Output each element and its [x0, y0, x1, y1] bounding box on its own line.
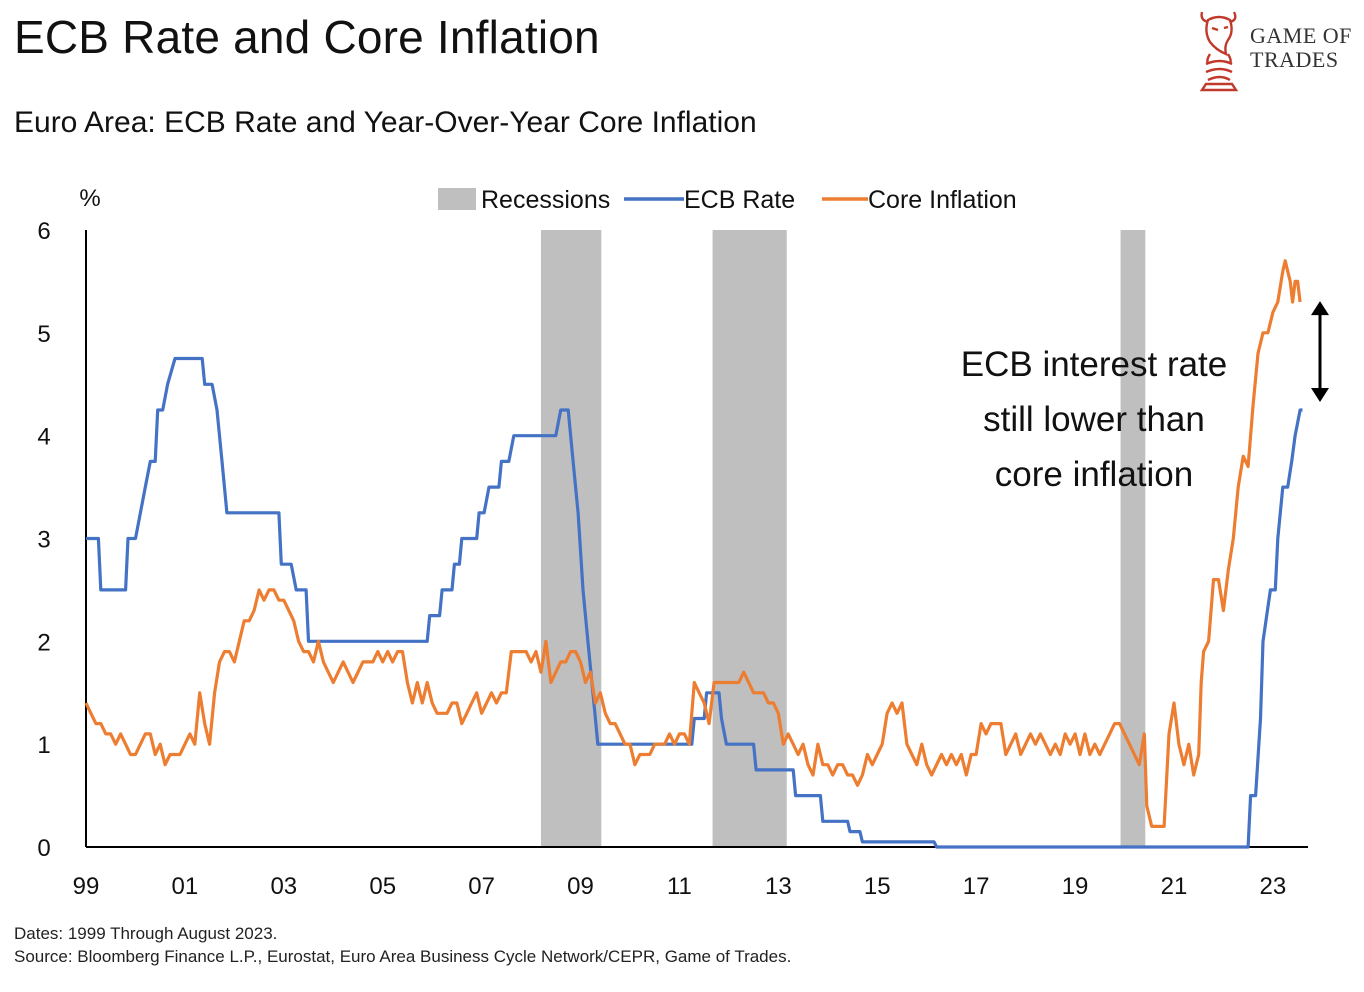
arrow-down-icon [1311, 387, 1329, 402]
legend: Recessions ECB Rate Core Inflation [438, 186, 1017, 214]
y-tick-label: 6 [37, 218, 50, 245]
footer-source: Source: Bloomberg Finance L.P., Eurostat… [14, 947, 792, 966]
annotation-text-line: still lower than [983, 400, 1205, 439]
x-tick-label: 21 [1161, 873, 1188, 900]
y-tick-labels: 0 1 2 3 4 5 6 [37, 218, 50, 862]
legend-label-recessions: Recessions [481, 186, 610, 214]
y-tick-label: 0 [37, 835, 50, 862]
series-lines [84, 259, 1303, 849]
logo-wordmark: GAME OF TRADES [1250, 24, 1352, 72]
x-tick-label: 13 [765, 873, 792, 900]
recession-band-1 [540, 230, 602, 847]
x-tick-label: 05 [369, 873, 396, 900]
logo-line-2: TRADES [1250, 47, 1339, 72]
legend-label-ecb-rate: ECB Rate [684, 186, 795, 214]
legend-label-core-inflation: Core Inflation [868, 186, 1017, 214]
x-tick-label: 99 [73, 873, 100, 900]
chart-subtitle: Euro Area: ECB Rate and Year-Over-Year C… [14, 106, 757, 139]
annotation-text-line: ECB interest rate [961, 345, 1228, 384]
x-tick-label: 17 [963, 873, 990, 900]
x-tick-label: 07 [468, 873, 495, 900]
annotation-text-line: core inflation [995, 455, 1193, 494]
x-tick-label: 11 [667, 873, 692, 900]
y-tick-label: 2 [37, 629, 50, 656]
x-tick-label: 03 [270, 873, 297, 900]
x-tick-labels: 99 01 03 05 07 09 11 13 15 17 19 21 23 [73, 873, 1287, 900]
core-inflation-line [84, 259, 1302, 828]
x-tick-label: 23 [1260, 873, 1287, 900]
x-tick-label: 09 [567, 873, 594, 900]
footer-dates: Dates: 1999 Through August 2023. [14, 924, 278, 943]
y-axis-unit-label: % [79, 185, 100, 212]
bull-knight-icon [1199, 11, 1239, 92]
y-tick-label: 4 [37, 424, 50, 451]
chart-title: ECB Rate and Core Inflation [14, 11, 600, 63]
y-tick-label: 1 [37, 732, 50, 759]
logo-line-1: GAME OF [1250, 23, 1352, 48]
ecb-rate-line [86, 356, 1303, 849]
x-tick-label: 15 [864, 873, 891, 900]
x-tick-label: 01 [172, 873, 199, 900]
annotation: ECB interest rate still lower than core in… [961, 301, 1329, 494]
game-of-trades-logo: GAME OF TRADES [1192, 6, 1352, 98]
recession-band-2 [712, 230, 787, 847]
legend-swatch-recessions [438, 188, 476, 210]
x-tick-label: 19 [1062, 873, 1089, 900]
y-tick-label: 3 [37, 527, 50, 554]
arrow-up-icon [1311, 301, 1329, 316]
y-tick-label: 5 [37, 321, 50, 348]
